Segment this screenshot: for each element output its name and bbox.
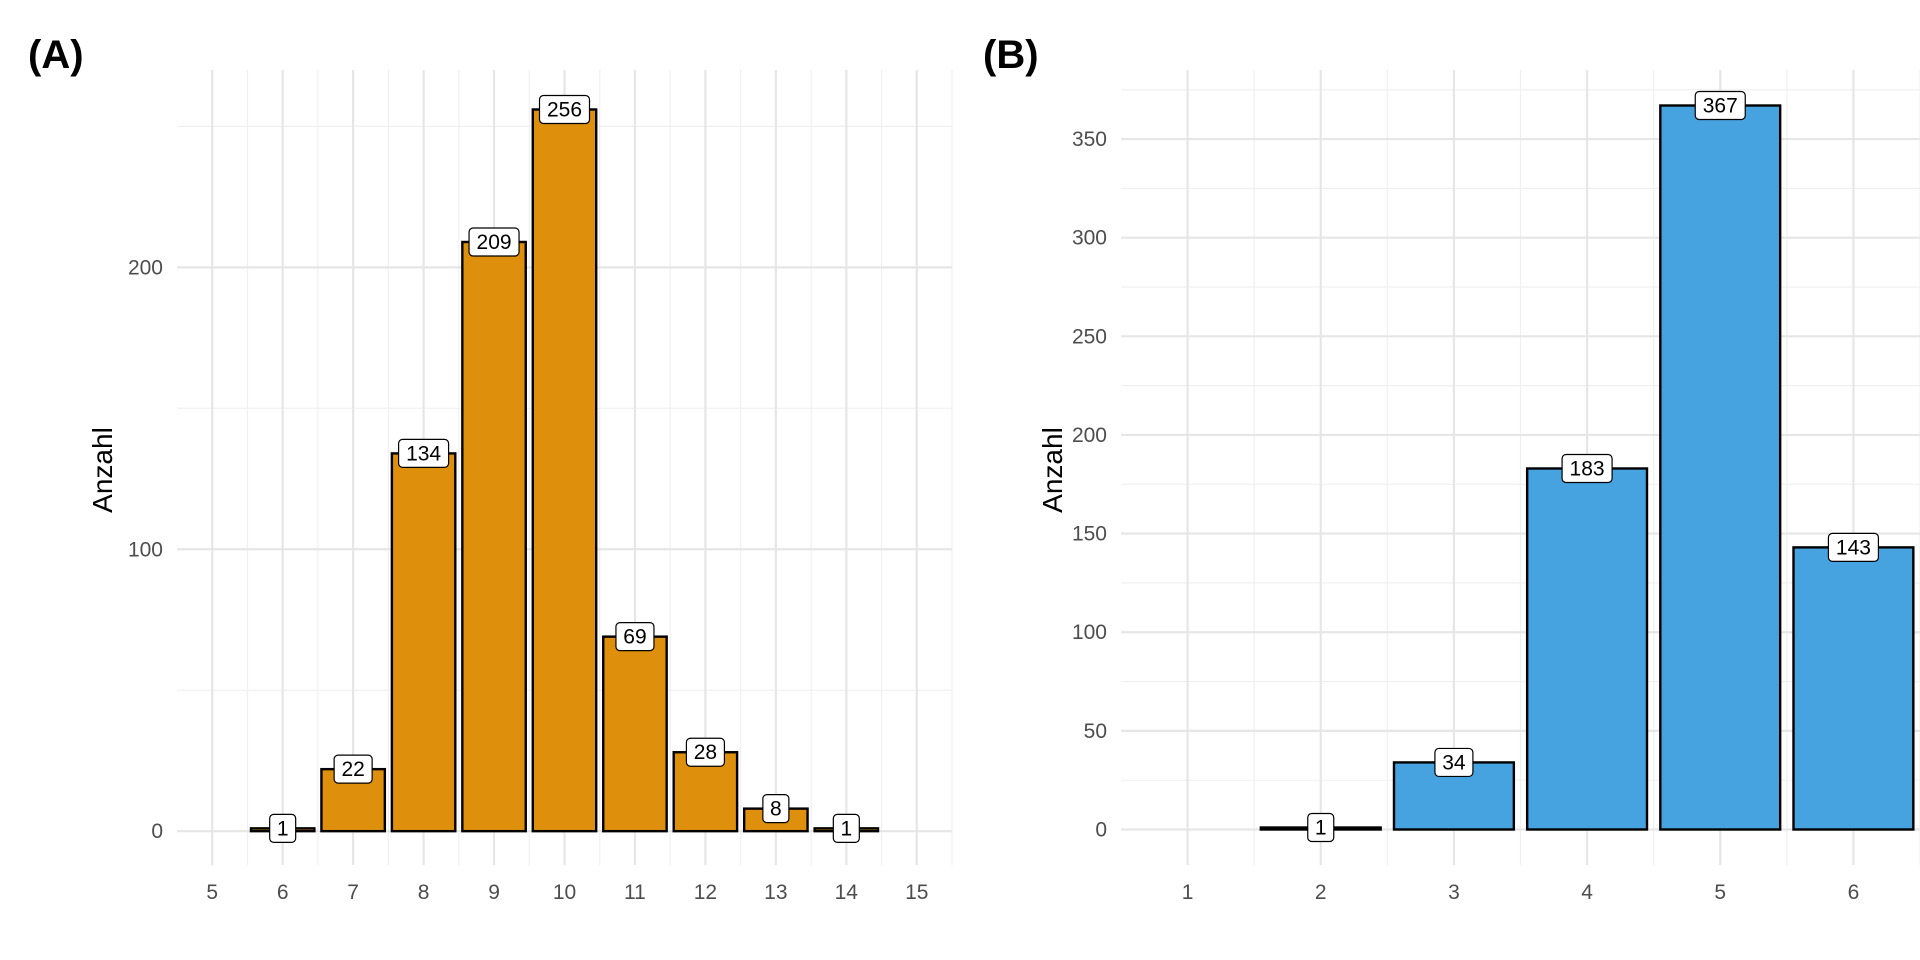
bar	[1525, 467, 1649, 831]
panel-a-y-axis-title: Anzahl	[87, 427, 118, 513]
data-label: 143	[1827, 532, 1880, 562]
data-label-box	[333, 754, 373, 784]
panel-a-data-labels: 1 22 134 209 256 69 28 8 1	[269, 94, 860, 843]
data-label: 1	[832, 813, 860, 843]
bar	[531, 108, 598, 833]
x-tick-label: 2	[1315, 881, 1327, 904]
x-tick-label: 12	[694, 881, 717, 904]
data-label-text: 143	[1836, 536, 1871, 559]
x-tick-label: 13	[764, 881, 787, 904]
data-label-box	[615, 622, 655, 652]
y-tick-label: 200	[1072, 424, 1107, 447]
data-label: 183	[1561, 453, 1613, 484]
x-tick-label: 11	[624, 881, 646, 904]
x-tick-label: 8	[418, 881, 430, 904]
x-tick-label: 10	[553, 881, 576, 904]
panel-b-y-axis-title: Anzahl	[1037, 427, 1068, 513]
data-label-text: 1	[840, 817, 852, 840]
data-label-box	[1561, 453, 1613, 484]
data-label-text: 256	[547, 98, 582, 121]
data-label-box	[762, 794, 790, 824]
x-tick-label: 6	[277, 881, 289, 904]
bar	[461, 240, 527, 833]
data-label: 1	[1307, 812, 1335, 843]
data-label-box	[397, 438, 450, 469]
data-label-box	[1307, 812, 1335, 843]
data-label-box	[1827, 532, 1880, 562]
data-label-text: 22	[341, 758, 364, 781]
y-tick-label: 100	[128, 538, 163, 561]
data-label-box	[1434, 747, 1474, 778]
y-tick-label: 0	[151, 820, 163, 843]
x-tick-label: 4	[1581, 881, 1593, 904]
data-label: 1	[269, 813, 297, 843]
data-label-text: 28	[694, 741, 717, 764]
bar	[1659, 104, 1782, 831]
panel-b-label: (B)	[983, 33, 1039, 77]
x-tick-label: 14	[835, 881, 859, 904]
panel-b-bars	[1259, 104, 1915, 831]
panel-a-y-ticks: 0 100 200	[128, 256, 163, 843]
panel-a-bars	[249, 108, 880, 833]
data-label-box	[832, 813, 860, 843]
data-label-text: 209	[477, 231, 512, 254]
bar	[390, 452, 457, 833]
data-label-box	[468, 227, 520, 257]
data-label-text: 69	[623, 626, 646, 649]
x-tick-label: 6	[1848, 881, 1860, 904]
x-tick-label: 7	[347, 881, 359, 904]
data-label: 22	[333, 754, 373, 784]
panel-b-data-labels: 1 34 183 367 143	[1307, 90, 1880, 843]
y-tick-label: 300	[1072, 227, 1107, 250]
panel-b-x-ticks: 1 2 3 4 5 6	[1182, 881, 1860, 904]
data-label-box	[685, 737, 726, 767]
data-label-text: 134	[406, 442, 441, 465]
data-label: 69	[615, 622, 655, 652]
data-label: 134	[397, 438, 450, 469]
data-label: 256	[538, 94, 591, 125]
data-label-text: 1	[1315, 817, 1327, 840]
data-label-text: 1	[277, 817, 289, 840]
data-label-box	[538, 94, 591, 125]
y-tick-label: 50	[1084, 720, 1107, 743]
x-tick-label: 5	[1714, 881, 1726, 904]
y-tick-label: 0	[1095, 818, 1107, 841]
y-tick-label: 150	[1072, 523, 1107, 546]
data-label: 367	[1694, 90, 1746, 121]
x-tick-label: 5	[206, 881, 218, 904]
data-label-text: 8	[770, 798, 782, 821]
x-tick-label: 15	[905, 881, 928, 904]
data-label-text: 183	[1570, 457, 1605, 480]
x-tick-label: 3	[1448, 881, 1460, 904]
panel-b-y-ticks: 0 50 100 150 200 250 300 350	[1072, 128, 1107, 841]
bar	[602, 635, 668, 833]
y-tick-label: 250	[1072, 325, 1107, 348]
data-label: 34	[1434, 747, 1474, 778]
data-label-box	[1694, 90, 1746, 121]
y-tick-label: 100	[1072, 621, 1107, 644]
panel-a: (A) 1 22 134 209 256 69 28 8 1 5 6 7 8 9 10 11 12 13 14 15…	[28, 33, 953, 904]
data-label: 28	[685, 737, 726, 767]
data-label: 8	[762, 794, 790, 824]
data-label: 209	[468, 227, 520, 257]
x-tick-label: 1	[1182, 881, 1194, 904]
y-tick-label: 200	[128, 256, 163, 279]
data-label-text: 367	[1703, 95, 1738, 118]
panel-a-x-ticks: 5 6 7 8 9 10 11 12 13 14 15	[206, 881, 928, 904]
x-tick-label: 9	[488, 881, 500, 904]
y-tick-label: 350	[1072, 128, 1107, 151]
bar	[1792, 546, 1915, 831]
data-label-text: 34	[1442, 751, 1466, 774]
data-label-box	[269, 813, 297, 843]
panel-a-label: (A)	[28, 33, 84, 77]
